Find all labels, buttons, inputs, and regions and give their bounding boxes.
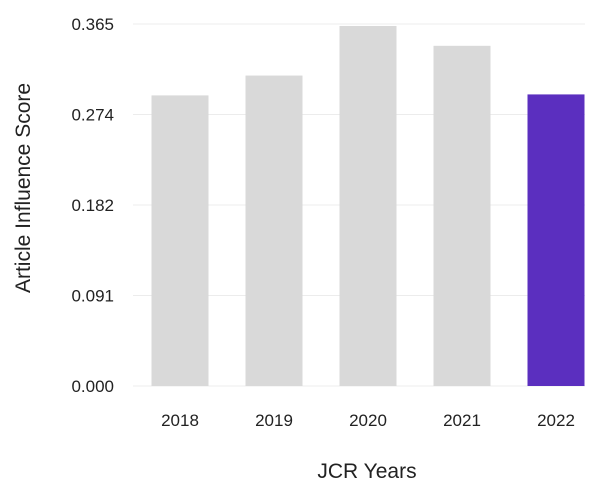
bar-2018 bbox=[151, 95, 209, 387]
bars bbox=[151, 25, 585, 387]
y-tick-labels: 0.000 0.091 0.182 0.274 0.365 bbox=[71, 15, 114, 396]
bar-2022 bbox=[527, 94, 585, 386]
x-tick-label: 2022 bbox=[537, 411, 575, 430]
bar-2020 bbox=[339, 25, 397, 387]
x-tick-label: 2019 bbox=[255, 411, 293, 430]
y-tick-label: 0.365 bbox=[71, 15, 114, 34]
x-axis-title: JCR Years bbox=[317, 460, 416, 483]
y-axis-title: Article Influence Score bbox=[12, 83, 35, 293]
x-tick-label: 2021 bbox=[443, 411, 481, 430]
x-tick-label: 2018 bbox=[161, 411, 199, 430]
x-tick-labels: 2018 2019 2020 2021 2022 bbox=[161, 411, 575, 430]
y-tick-label: 0.091 bbox=[71, 287, 114, 306]
x-tick-label: 2020 bbox=[349, 411, 387, 430]
y-tick-label: 0.000 bbox=[71, 377, 114, 396]
bar-2021 bbox=[433, 45, 491, 386]
bar-2019 bbox=[245, 75, 303, 386]
y-tick-label: 0.274 bbox=[71, 106, 114, 125]
y-tick-label: 0.182 bbox=[71, 196, 114, 215]
